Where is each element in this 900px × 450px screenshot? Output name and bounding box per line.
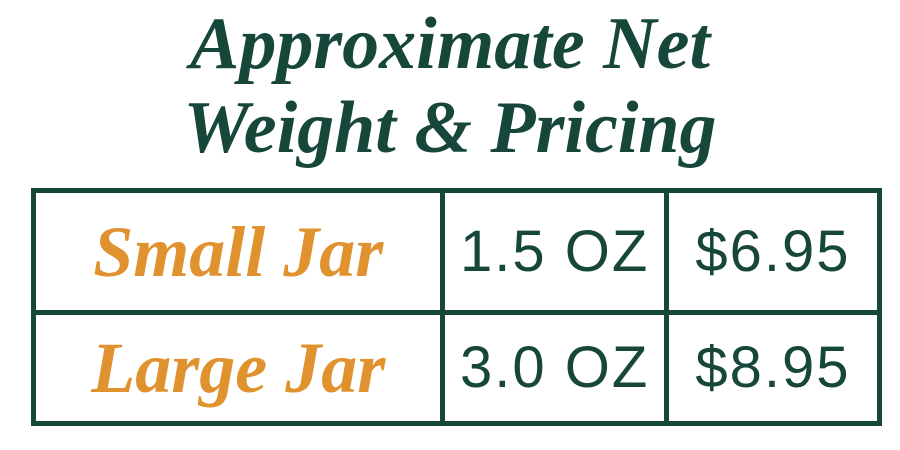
- page-title: Approximate Net Weight & Pricing: [0, 2, 900, 170]
- price-cell: $6.95: [663, 188, 883, 315]
- pricing-table: Small Jar 1.5 OZ $6.95 Large Jar 3.0 OZ …: [30, 188, 883, 426]
- jar-name-cell: Small Jar: [30, 188, 446, 315]
- weight-cell: 1.5 OZ: [440, 188, 669, 315]
- title-line-1: Approximate Net: [189, 3, 711, 85]
- title-line-2: Weight & Pricing: [183, 87, 717, 169]
- table-row-small-jar: Small Jar 1.5 OZ $6.95: [30, 188, 883, 315]
- weight-cell: 3.0 OZ: [440, 310, 669, 426]
- price-cell: $8.95: [663, 310, 883, 426]
- table-row-large-jar: Large Jar 3.0 OZ $8.95: [30, 310, 883, 426]
- jar-name-cell: Large Jar: [30, 310, 446, 426]
